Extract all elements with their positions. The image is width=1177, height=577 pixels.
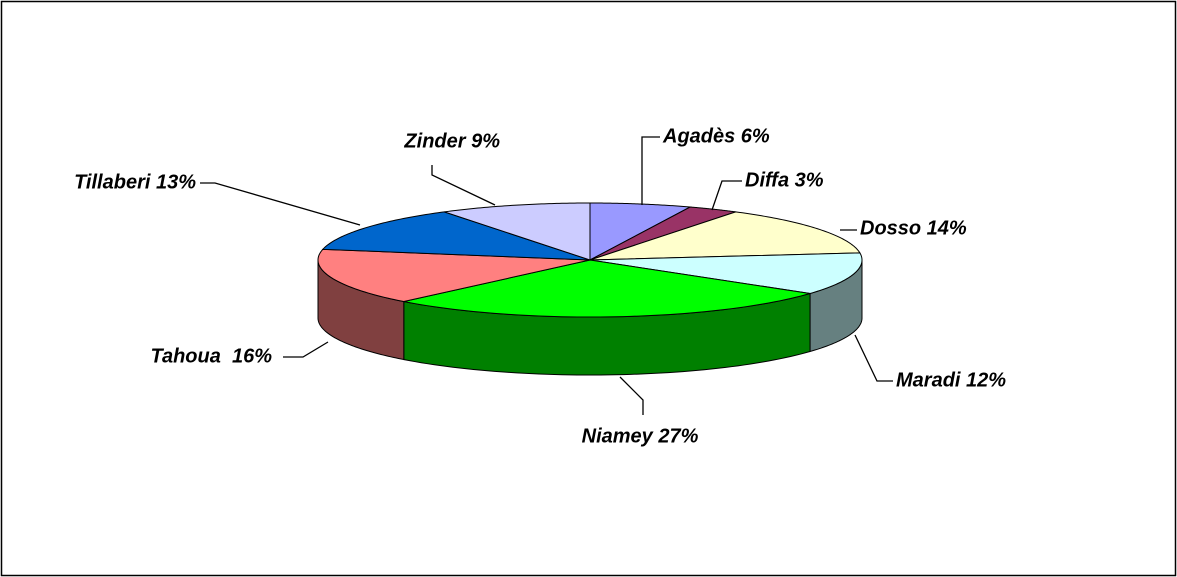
data-label: Diffa 3%: [745, 169, 824, 191]
data-label: Maradi 12%: [896, 369, 1006, 391]
data-label: Niamey 27%: [582, 425, 699, 447]
data-label: Zinder 9%: [403, 130, 500, 152]
slice: [589, 252, 863, 295]
slice: [589, 206, 736, 261]
leader-line: [641, 136, 660, 205]
slice: [444, 202, 591, 261]
slice: [589, 202, 692, 261]
data-label: Dosso 14%: [860, 217, 967, 239]
slice: [589, 211, 861, 261]
leader-line: [283, 341, 329, 358]
slice: [321, 211, 591, 261]
leader-line: [619, 376, 644, 415]
leader-line: [200, 182, 361, 226]
data-label: Tillaberi 13%: [74, 171, 196, 193]
slice: [403, 259, 811, 318]
leader-line: [431, 165, 496, 206]
leader-line: [711, 180, 742, 211]
data-label: Tahoua 16%: [150, 345, 272, 367]
data-label: Agadès 6%: [662, 125, 770, 147]
leader-line: [854, 334, 893, 382]
slice: [317, 248, 591, 303]
